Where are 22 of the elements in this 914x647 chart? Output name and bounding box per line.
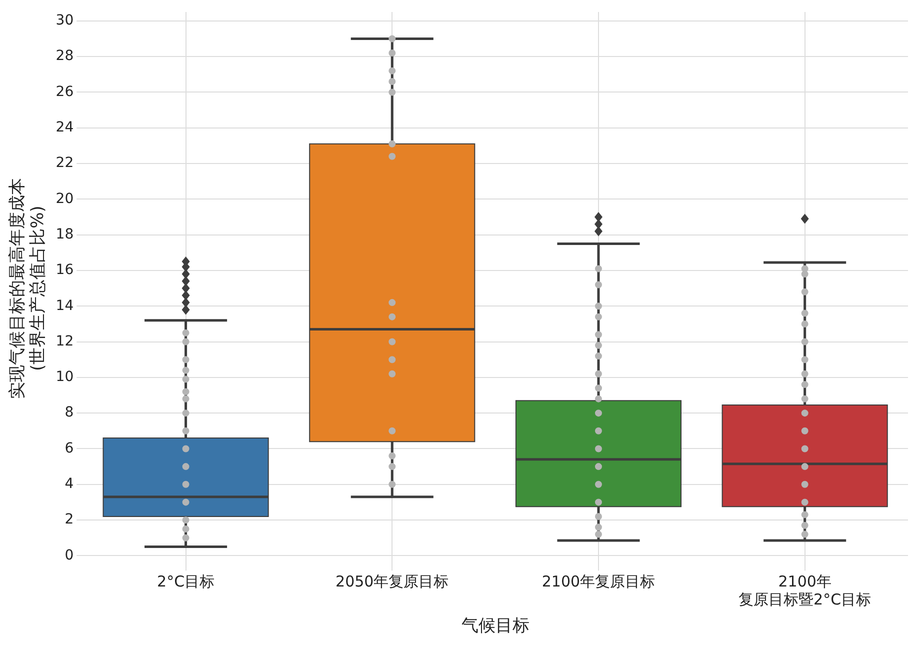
y-tick-label: 22: [56, 155, 74, 172]
y-tick-label: 24: [56, 120, 74, 136]
y-tick-label: 10: [56, 369, 74, 386]
x-tick-label: 2°C目标: [157, 572, 215, 590]
y-tick-label: 18: [56, 226, 74, 242]
y-tick-label: 2: [64, 512, 74, 528]
y-tick-label: 20: [56, 190, 74, 207]
y-tick-label: 6: [64, 440, 74, 456]
y-tick-label: 8: [64, 404, 74, 421]
y-tick-label: 14: [56, 298, 74, 314]
y-tick-label: 26: [56, 84, 74, 100]
x-tick-label: 2050年复原目标: [336, 572, 449, 590]
y-axis-title: 实现气候目标的最高年度成本 (世界生产总值占比%): [8, 178, 48, 399]
x-tick-label: 2100年复原目标: [542, 572, 656, 590]
y-tick-label: 12: [56, 333, 74, 350]
y-tick-label: 0: [64, 547, 74, 564]
y-tick-label: 16: [56, 262, 74, 278]
x-tick-label: 2100年复原目标暨2°C目标: [738, 572, 872, 608]
y-tick-label: 4: [64, 476, 74, 492]
y-tick-label: 30: [56, 12, 74, 29]
y-tick-label: 28: [56, 48, 74, 64]
x-axis-title: 气候目标: [461, 616, 530, 636]
